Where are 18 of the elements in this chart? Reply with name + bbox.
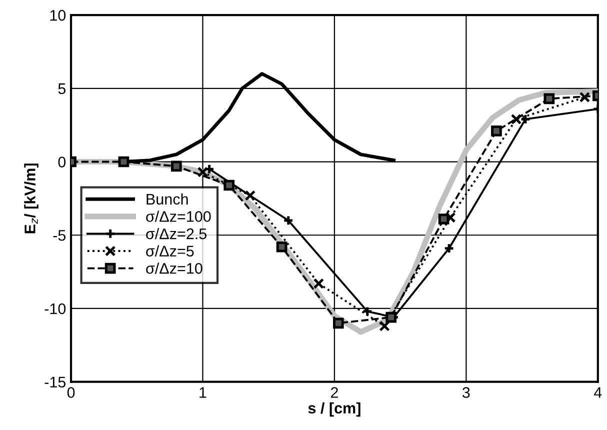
x-tick-label: 3 [462,387,470,398]
y-tick-label: 5 [58,83,66,94]
y-axis-title: E$_{z}$/ [kV/m] [24,164,38,234]
legend-label: σ/Δz=100 [146,210,211,222]
y-tick-label: 10 [50,10,66,21]
x-tick-label: 1 [200,387,206,398]
y-tick-label: 0 [58,156,66,168]
x-axis-title: s / [cm] [308,402,360,417]
legend-label: σ/Δz=10 [146,262,202,274]
x-tick-label: 4 [594,387,602,398]
legend-label: Bunch [146,193,188,205]
y-tick-label: -5 [53,230,66,241]
legend-label: σ/Δz=2.5 [146,228,206,240]
x-tick-label: 0 [67,387,75,398]
x-tick-label: 2 [330,387,338,398]
y-tick-label: -10 [44,303,66,314]
y-tick-label: -15 [44,376,66,388]
legend-label: σ/Δz=5 [146,245,194,257]
